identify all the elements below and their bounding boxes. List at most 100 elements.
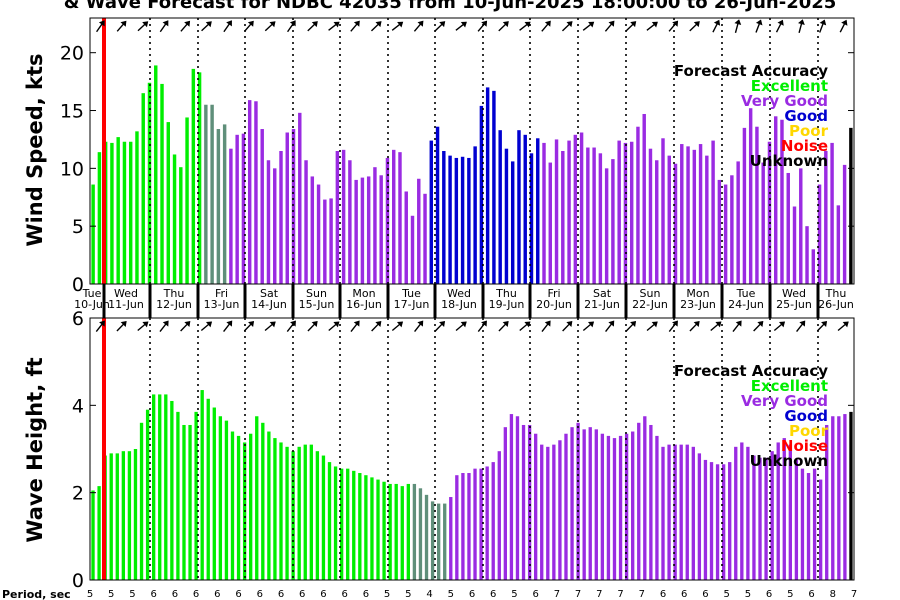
bar (842, 164, 847, 284)
bar (127, 451, 132, 580)
bar (709, 462, 714, 580)
bar (164, 394, 168, 580)
period-value: 6 (278, 589, 284, 600)
bar (285, 446, 289, 580)
period-value: 5 (405, 589, 411, 600)
bar (206, 398, 210, 580)
bar (110, 142, 114, 284)
bar (830, 142, 834, 284)
bar (794, 459, 799, 580)
bar (218, 416, 223, 580)
direction-arrow-icon (561, 21, 573, 32)
bar (685, 444, 689, 580)
direction-arrow-icon (350, 20, 360, 32)
bar (358, 473, 362, 580)
bar (509, 414, 514, 580)
bar (210, 104, 214, 285)
wave-bars (91, 390, 853, 580)
bar (109, 453, 113, 580)
bar (552, 444, 556, 580)
direction-arrow-icon (732, 320, 742, 332)
bar (327, 462, 332, 580)
period-value: 6 (469, 589, 475, 600)
bar (449, 497, 453, 580)
y-tick-label: 6 (72, 308, 84, 330)
bar (691, 446, 695, 580)
bar (229, 148, 233, 284)
bar (279, 442, 283, 580)
day-of-week-label: Sun (640, 287, 661, 300)
direction-arrow-icon (286, 320, 296, 332)
direction-arrow-icon (287, 20, 296, 33)
bar (479, 105, 484, 285)
direction-arrow-icon (755, 19, 763, 33)
bar (273, 438, 277, 580)
bar (697, 453, 702, 580)
bar (191, 68, 196, 284)
bar (267, 431, 271, 580)
period-value: 7 (617, 589, 623, 600)
direction-arrow-icon (264, 321, 276, 332)
bar (423, 193, 427, 284)
direction-arrow-icon (328, 21, 340, 31)
bar (636, 126, 640, 285)
bar (561, 151, 565, 284)
bar (805, 226, 809, 284)
direction-arrow-icon (264, 21, 276, 32)
bar (748, 108, 753, 285)
direction-arrow-icon (413, 20, 424, 32)
bar (740, 442, 744, 580)
direction-arrow-icon (223, 320, 233, 332)
bar (705, 155, 709, 284)
day-of-week-label: Mon (352, 287, 375, 300)
bar (406, 483, 410, 580)
bar (498, 130, 502, 284)
bar (843, 414, 847, 580)
period-value: 7 (639, 589, 645, 600)
bar (692, 149, 697, 284)
day-date-label: 23-Jun (680, 298, 716, 311)
bar (135, 131, 139, 284)
direction-arrow-icon (244, 20, 254, 32)
bar (642, 113, 646, 285)
bar (261, 422, 265, 580)
period-value: 7 (596, 589, 602, 600)
bar (655, 160, 659, 284)
bar (479, 468, 483, 580)
direction-arrow-icon (455, 321, 467, 332)
bar (197, 72, 202, 284)
bar (600, 433, 605, 580)
bar (648, 148, 653, 284)
bar (224, 420, 229, 580)
bar (260, 129, 264, 284)
direction-arrow-icon (519, 321, 531, 332)
bar (323, 199, 327, 284)
bar (558, 440, 562, 580)
day-label-strip: Tue10-JunWed11-JunThu12-JunFri13-JunSat1… (74, 283, 854, 318)
direction-arrow-icon (689, 320, 700, 332)
bar (366, 176, 371, 284)
bar (172, 154, 177, 284)
day-of-week-label: Wed (114, 287, 138, 300)
period-value: 7 (554, 589, 560, 600)
wind-y-axis-label: Wind Speed, kts (23, 53, 47, 246)
day-date-label: 11-Jun (108, 298, 144, 311)
legend-item: Unknown (750, 452, 828, 470)
bar (398, 152, 402, 284)
bar (542, 142, 546, 284)
bar (540, 444, 544, 580)
direction-arrow-icon (371, 320, 382, 332)
period-value: 7 (575, 589, 581, 600)
day-of-week-label: Thu (495, 287, 517, 300)
bar (504, 148, 509, 284)
bar (742, 127, 747, 285)
bar (97, 152, 102, 284)
period-value: 5 (511, 589, 517, 600)
legend-item: Poor (789, 122, 829, 140)
bar (800, 468, 805, 580)
bar (435, 126, 440, 285)
bar (629, 141, 634, 284)
bar (241, 133, 246, 284)
bar (354, 179, 358, 284)
